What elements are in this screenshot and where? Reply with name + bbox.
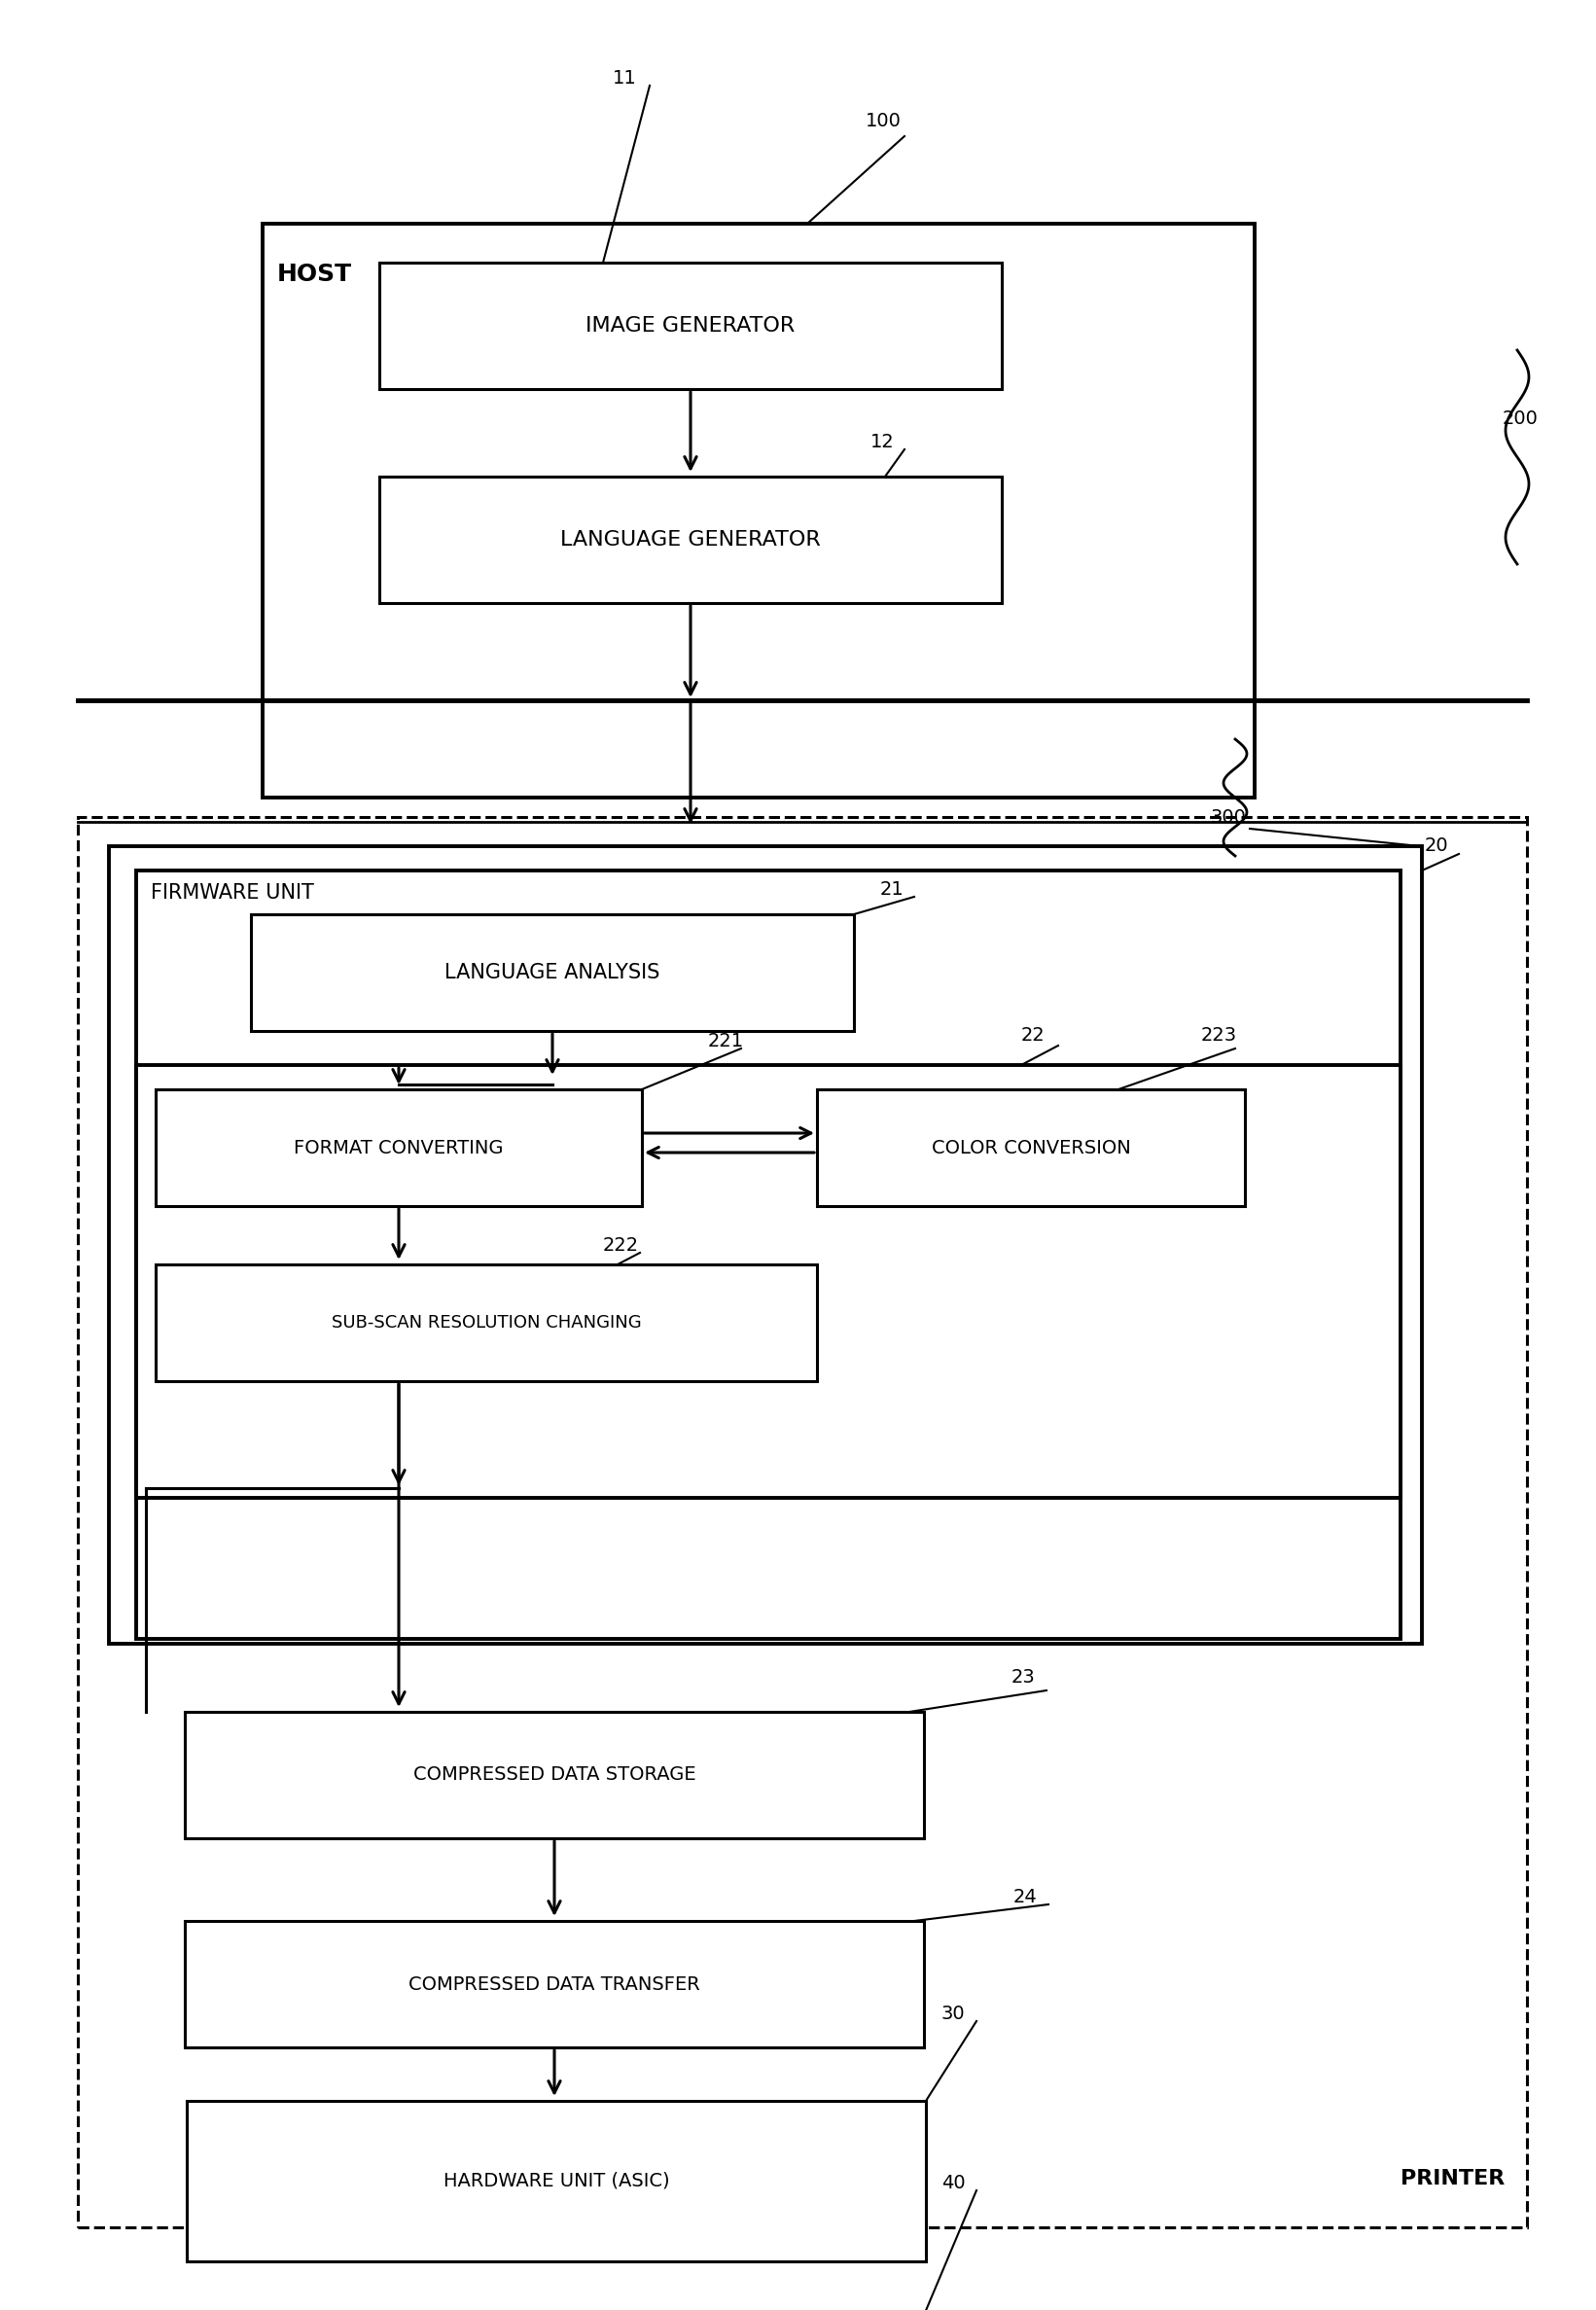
Text: 23: 23 bbox=[1012, 1668, 1036, 1686]
FancyBboxPatch shape bbox=[109, 845, 1422, 1645]
FancyBboxPatch shape bbox=[78, 818, 1527, 2227]
Text: COMPRESSED DATA TRANSFER: COMPRESSED DATA TRANSFER bbox=[409, 1975, 701, 1994]
FancyBboxPatch shape bbox=[156, 1090, 642, 1206]
Text: IMAGE GENERATOR: IMAGE GENERATOR bbox=[586, 316, 795, 335]
FancyBboxPatch shape bbox=[185, 1922, 924, 2047]
Text: HARDWARE UNIT (ASIC): HARDWARE UNIT (ASIC) bbox=[444, 2171, 669, 2190]
FancyBboxPatch shape bbox=[136, 871, 1401, 1638]
Text: 223: 223 bbox=[1202, 1026, 1237, 1044]
Text: LANGUAGE ANALYSIS: LANGUAGE ANALYSIS bbox=[445, 963, 661, 982]
Text: COLOR CONVERSION: COLOR CONVERSION bbox=[932, 1139, 1130, 1157]
FancyBboxPatch shape bbox=[187, 2100, 926, 2261]
Text: 40: 40 bbox=[942, 2174, 966, 2192]
Text: FIRMWARE UNIT: FIRMWARE UNIT bbox=[150, 882, 314, 903]
FancyBboxPatch shape bbox=[251, 915, 854, 1030]
Text: 22: 22 bbox=[1021, 1026, 1045, 1044]
Text: 12: 12 bbox=[870, 434, 894, 453]
Text: 300: 300 bbox=[1211, 808, 1246, 827]
Text: FORMAT CONVERTING: FORMAT CONVERTING bbox=[294, 1139, 504, 1157]
FancyBboxPatch shape bbox=[380, 263, 1002, 388]
FancyBboxPatch shape bbox=[380, 476, 1002, 603]
Text: PRINTER: PRINTER bbox=[1401, 2169, 1505, 2188]
Text: 24: 24 bbox=[1013, 1887, 1037, 1906]
Text: LANGUAGE GENERATOR: LANGUAGE GENERATOR bbox=[560, 529, 820, 550]
Text: 30: 30 bbox=[942, 2005, 966, 2024]
Text: SUB-SCAN RESOLUTION CHANGING: SUB-SCAN RESOLUTION CHANGING bbox=[332, 1314, 642, 1331]
Text: 11: 11 bbox=[613, 69, 637, 88]
FancyBboxPatch shape bbox=[817, 1090, 1245, 1206]
FancyBboxPatch shape bbox=[136, 1065, 1401, 1497]
FancyBboxPatch shape bbox=[263, 224, 1254, 797]
Text: 221: 221 bbox=[709, 1033, 744, 1051]
Text: 20: 20 bbox=[1425, 836, 1449, 855]
FancyBboxPatch shape bbox=[156, 1264, 817, 1381]
Text: 222: 222 bbox=[603, 1236, 638, 1254]
FancyBboxPatch shape bbox=[185, 1712, 924, 1839]
Text: COMPRESSED DATA STORAGE: COMPRESSED DATA STORAGE bbox=[413, 1765, 696, 1783]
Text: 21: 21 bbox=[879, 880, 905, 899]
Text: HOST: HOST bbox=[278, 263, 353, 286]
Text: 100: 100 bbox=[865, 113, 902, 132]
Text: 200: 200 bbox=[1502, 409, 1539, 427]
